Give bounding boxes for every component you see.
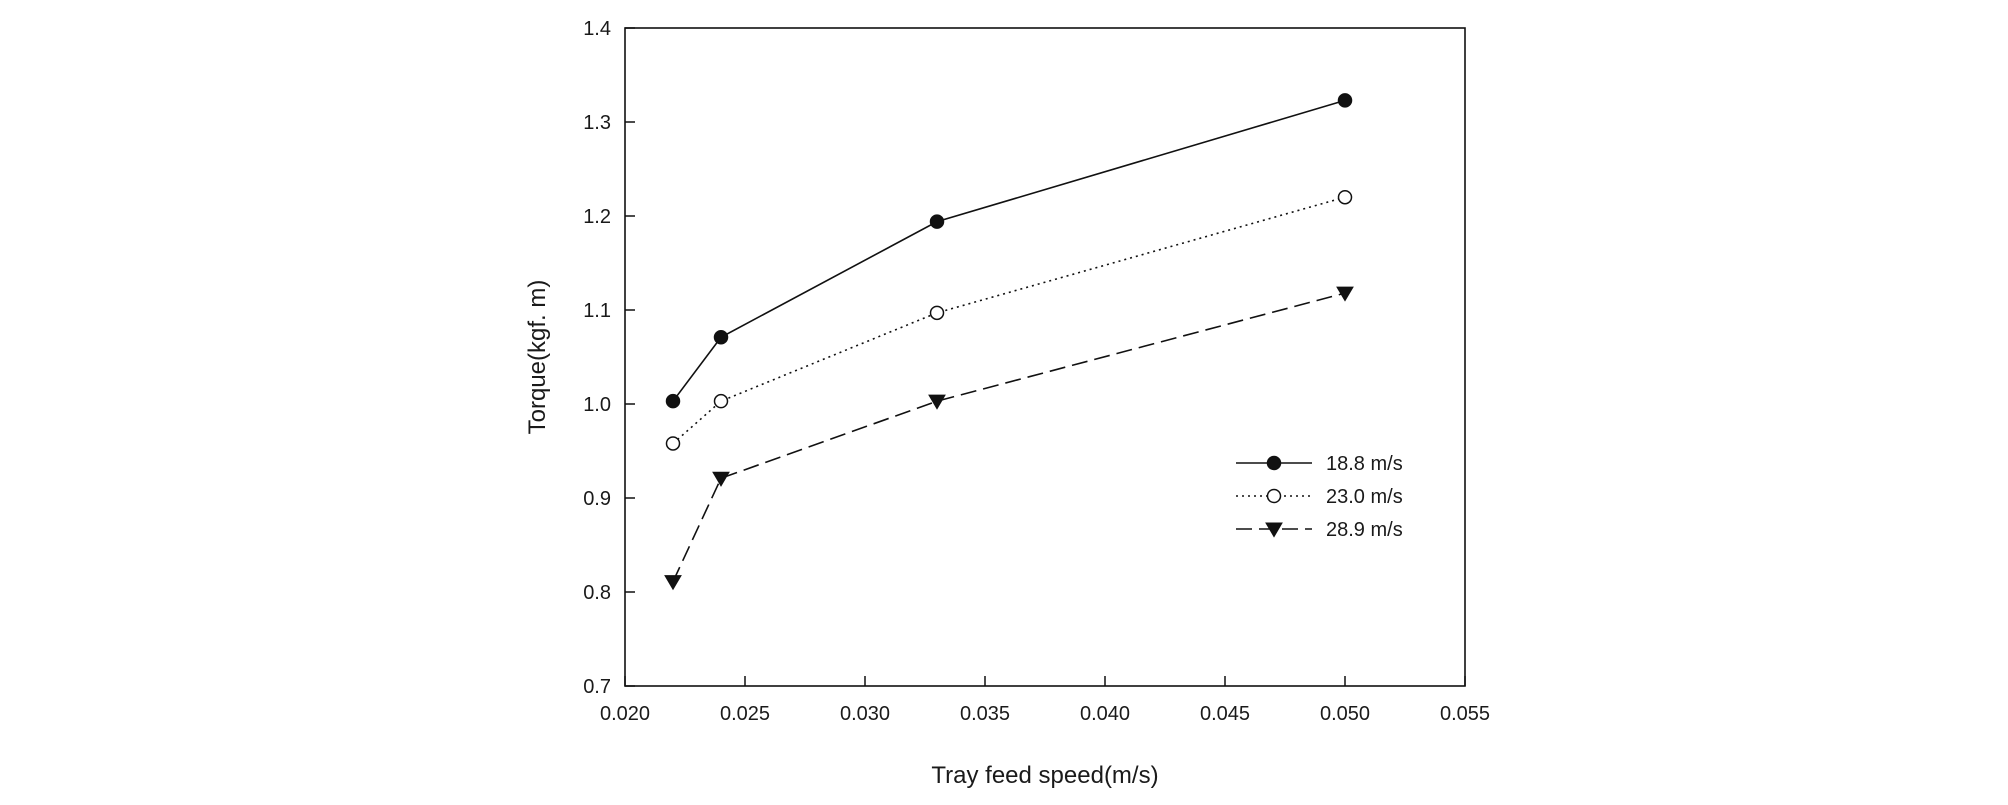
legend-label: 28.9 m/s (1326, 519, 1403, 541)
legend-item: 28.9 m/s (1236, 519, 1403, 541)
x-tick-label: 0.025 (720, 703, 770, 725)
x-axis-title: Tray feed speed(m/s) (931, 762, 1158, 789)
y-tick-label: 0.9 (583, 488, 611, 510)
x-tick-label: 0.035 (960, 703, 1010, 725)
x-tick-label: 0.020 (600, 703, 650, 725)
data-point (712, 471, 730, 487)
legend-label: 23.0 m/s (1326, 486, 1403, 508)
plot-border (624, 27, 1466, 687)
legend-label: 18.8 m/s (1326, 453, 1403, 475)
y-tick-label: 0.8 (583, 582, 611, 604)
y-tick-label: 1.4 (583, 18, 611, 40)
data-point (928, 394, 946, 410)
x-tick-label: 0.045 (1200, 703, 1250, 725)
x-axis: 0.020 0.025 0.030 0.035 0.040 0.045 0.050 0.055 (600, 676, 1490, 725)
data-point (1337, 93, 1353, 108)
series-2 (665, 189, 1353, 451)
x-tick-label: 0.040 (1080, 703, 1130, 725)
data-point (1337, 189, 1353, 205)
y-tick-label: 1.3 (583, 112, 611, 134)
legend-marker (1266, 455, 1282, 471)
y-tick-label: 1.2 (583, 206, 611, 228)
legend-marker (1265, 522, 1283, 538)
data-point (665, 436, 681, 451)
series-line (672, 292, 1346, 582)
x-tick-label: 0.055 (1440, 703, 1490, 725)
y-axis-title: Torque(kgf. m) (524, 280, 551, 435)
series-1 (665, 93, 1353, 409)
series-layer (664, 93, 1354, 591)
legend: 18.8 m/s 23.0 m/s 28.9 m/s (1236, 453, 1403, 541)
y-tick-label: 1.0 (583, 394, 611, 416)
legend-marker (1266, 488, 1282, 504)
data-point (1336, 286, 1354, 302)
series-line (672, 99, 1346, 402)
data-point (929, 214, 945, 229)
data-point (713, 330, 729, 345)
series-3 (664, 286, 1354, 591)
x-tick-label: 0.050 (1320, 703, 1370, 725)
data-point (665, 393, 681, 409)
data-point (929, 305, 945, 321)
legend-item: 18.8 m/s (1236, 453, 1403, 475)
data-point (664, 575, 682, 591)
y-tick-label: 1.1 (583, 300, 611, 322)
legend-item: 23.0 m/s (1236, 486, 1403, 508)
y-tick-label: 0.7 (583, 676, 611, 698)
plot-frame (624, 27, 1466, 687)
y-axis: 0.7 0.8 0.9 1.0 1.1 1.2 1.3 1.4 (583, 18, 635, 698)
x-tick-label: 0.030 (840, 703, 890, 725)
data-point (713, 393, 729, 409)
series-line (672, 196, 1346, 445)
